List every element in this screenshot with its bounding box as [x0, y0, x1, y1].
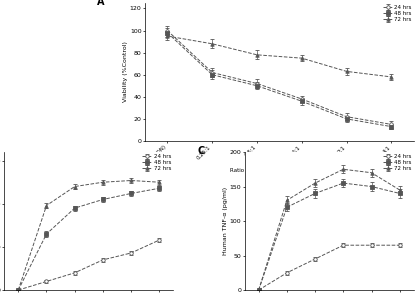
Text: C: C — [197, 146, 204, 156]
Y-axis label: Viability (%Control): Viability (%Control) — [123, 42, 128, 102]
Legend: 24 hrs, 48 hrs, 72 hrs: 24 hrs, 48 hrs, 72 hrs — [382, 4, 413, 23]
Y-axis label: Human TNF-α (pg/ml): Human TNF-α (pg/ml) — [223, 187, 228, 255]
X-axis label: Ratio (expanded γδT Cells: OS cells): Ratio (expanded γδT Cells: OS cells) — [230, 168, 329, 173]
Legend: 24 hrs, 48 hrs, 72 hrs: 24 hrs, 48 hrs, 72 hrs — [382, 153, 413, 172]
Text: A: A — [97, 0, 104, 7]
Legend: 24 hrs, 48 hrs, 72 hrs: 24 hrs, 48 hrs, 72 hrs — [141, 153, 172, 172]
